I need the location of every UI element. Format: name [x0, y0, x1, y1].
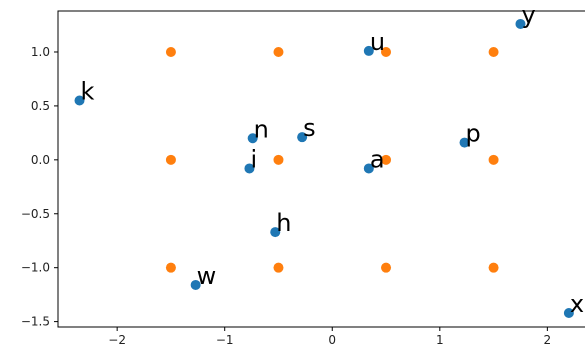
point-label-n: n	[254, 115, 269, 143]
x-tick-label: 1	[436, 333, 444, 347]
point-label-w: w	[197, 262, 217, 290]
point-label-a: a	[370, 145, 385, 173]
grid-point	[488, 154, 499, 165]
grid-point	[273, 262, 284, 273]
point-h	[270, 227, 281, 238]
y-tick-label: 1.0	[31, 45, 50, 59]
grid-point	[273, 46, 284, 57]
y-tick-label: −1.5	[21, 315, 50, 329]
point-labels: k w ni s h u a p y x	[81, 1, 585, 318]
x-tick-label: 0	[328, 333, 336, 347]
grid-point	[165, 154, 176, 165]
point-label-s: s	[303, 114, 316, 142]
points	[74, 18, 574, 318]
x-tick-label: −1	[216, 333, 234, 347]
grid-point	[488, 262, 499, 273]
y-tick-label: 0.5	[31, 99, 50, 113]
point-label-x: x	[570, 290, 584, 318]
point-k	[74, 95, 85, 106]
x-tick-label: −2	[108, 333, 126, 347]
grid-point	[488, 46, 499, 57]
plot-frame	[57, 10, 585, 328]
y-tick-label: −0.5	[21, 207, 50, 221]
point-label-u: u	[370, 28, 385, 56]
point-label-k: k	[81, 78, 95, 106]
grid-point	[381, 154, 392, 165]
point-u	[363, 45, 374, 56]
point-a	[363, 163, 374, 174]
point-label-y: y	[521, 1, 535, 29]
point-p	[459, 137, 470, 148]
point-label-h: h	[276, 209, 291, 237]
y-tick-label: −1.0	[21, 261, 50, 275]
grid-point	[381, 46, 392, 57]
point-w	[190, 279, 201, 290]
grid-point	[273, 154, 284, 165]
point-n	[247, 133, 258, 144]
y-tick-label: 0.0	[31, 153, 50, 167]
point-s	[297, 132, 308, 143]
point-y	[515, 18, 526, 29]
ticks: −2 −1 0 1 2 −1.5 −1.0 −0.5 0.0 0.5 1.0	[21, 45, 551, 347]
axes	[57, 10, 585, 328]
grid-point	[165, 262, 176, 273]
point-label-i: i	[250, 145, 257, 173]
grid-point	[165, 46, 176, 57]
point-x	[563, 307, 574, 318]
point-i	[244, 163, 255, 174]
x-tick-label: 2	[544, 333, 552, 347]
grid-point	[381, 262, 392, 273]
point-label-p: p	[466, 120, 481, 148]
